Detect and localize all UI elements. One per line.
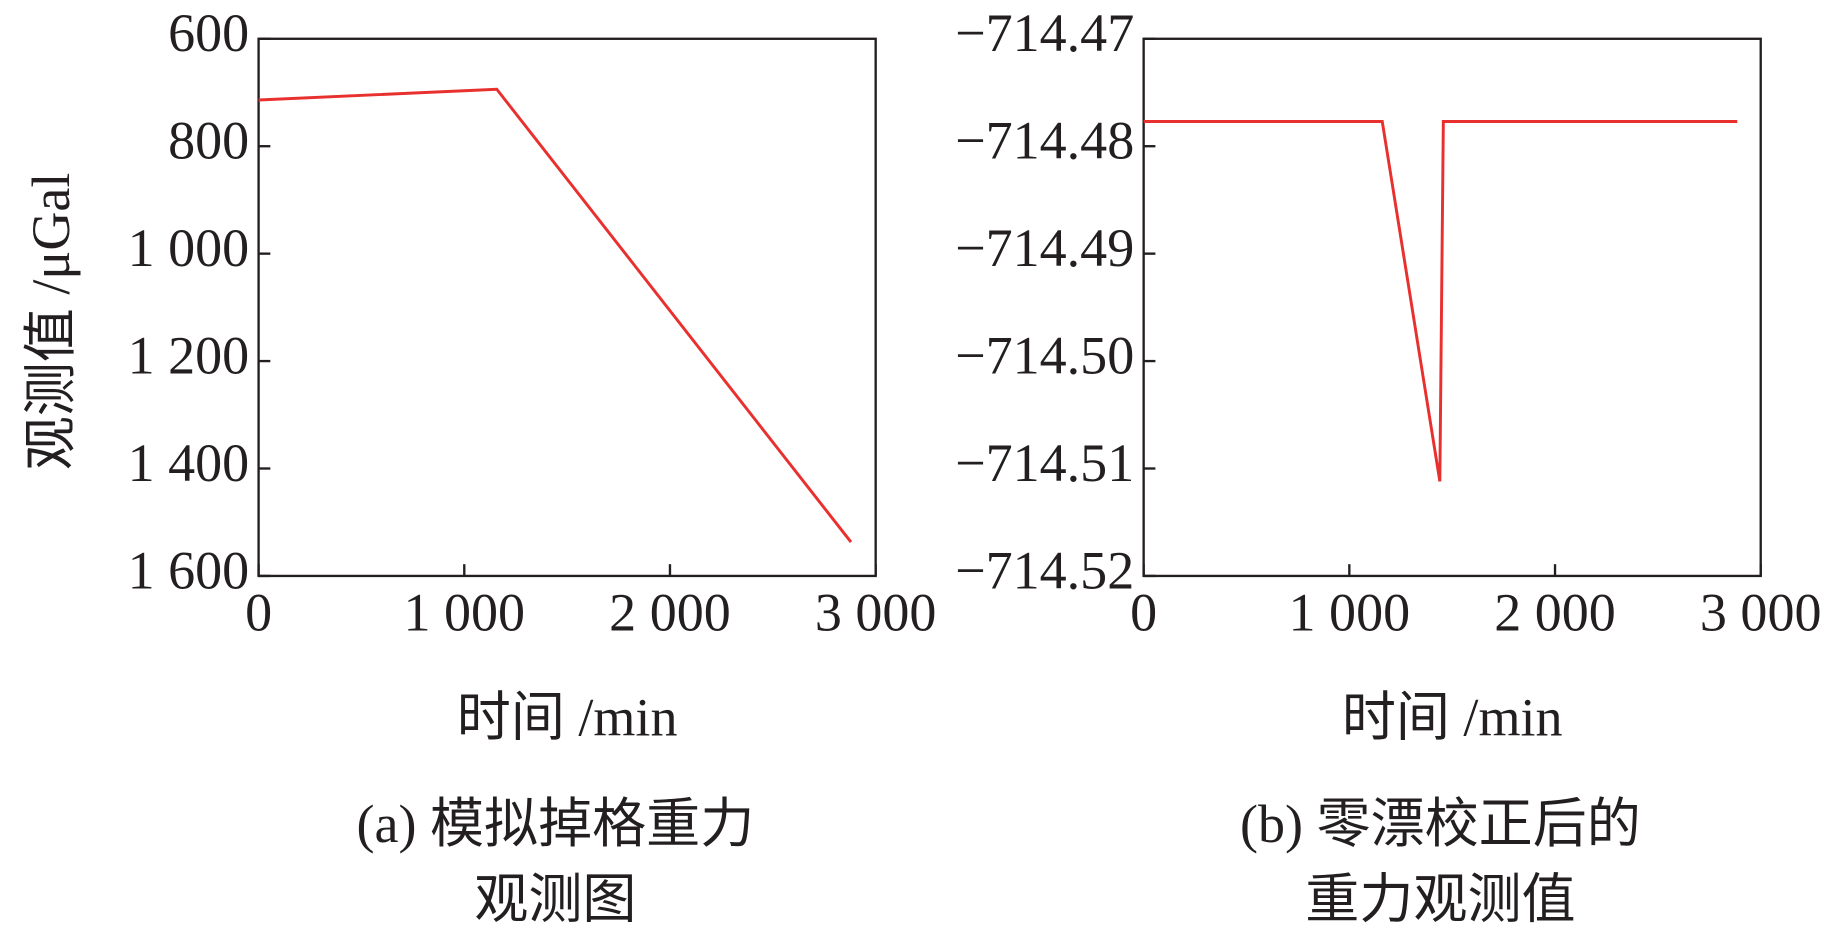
- x-tick-label: 0: [245, 583, 272, 643]
- x-tick-label: 1 000: [1289, 583, 1411, 643]
- y-tick-label: 1 000: [128, 218, 250, 278]
- y-tick-label: −714.52: [955, 540, 1134, 600]
- x-axis-label: 时间 /min: [1342, 687, 1563, 747]
- plot-frame: [1142, 37, 1762, 578]
- caption: 重力观测值: [1305, 869, 1575, 929]
- y-tick-label: −714.49: [955, 218, 1134, 278]
- y-tick-label: −714.51: [955, 433, 1134, 493]
- x-tick-label: 0: [1130, 583, 1157, 643]
- y-tick-label: 800: [168, 111, 249, 171]
- y-tick-label: 1 600: [128, 540, 250, 600]
- x-axis-label: 时间 /min: [457, 687, 678, 747]
- plot-frame: [257, 37, 877, 578]
- x-tick-label: 3 000: [1700, 583, 1822, 643]
- x-tick-label: 2 000: [1494, 583, 1616, 643]
- caption: (a) 模拟掉格重力: [356, 794, 754, 854]
- x-tick-label: 1 000: [403, 583, 525, 643]
- y-tick-label: −714.48: [955, 111, 1134, 171]
- data-line: [258, 87, 853, 543]
- x-tick-label: 3 000: [815, 583, 937, 643]
- data-line: [1143, 120, 1738, 482]
- y-axis-label: 观测值 /μGal: [21, 173, 81, 471]
- y-tick-label: −714.47: [955, 3, 1134, 63]
- y-tick-label: 600: [168, 3, 249, 63]
- x-tick-label: 2 000: [609, 583, 731, 643]
- caption: 观测图: [474, 869, 636, 929]
- y-tick-label: 1 200: [128, 325, 250, 385]
- caption: (b) 零漂校正后的: [1240, 794, 1641, 854]
- y-tick-label: −714.50: [955, 325, 1134, 385]
- y-tick-label: 1 400: [128, 433, 250, 493]
